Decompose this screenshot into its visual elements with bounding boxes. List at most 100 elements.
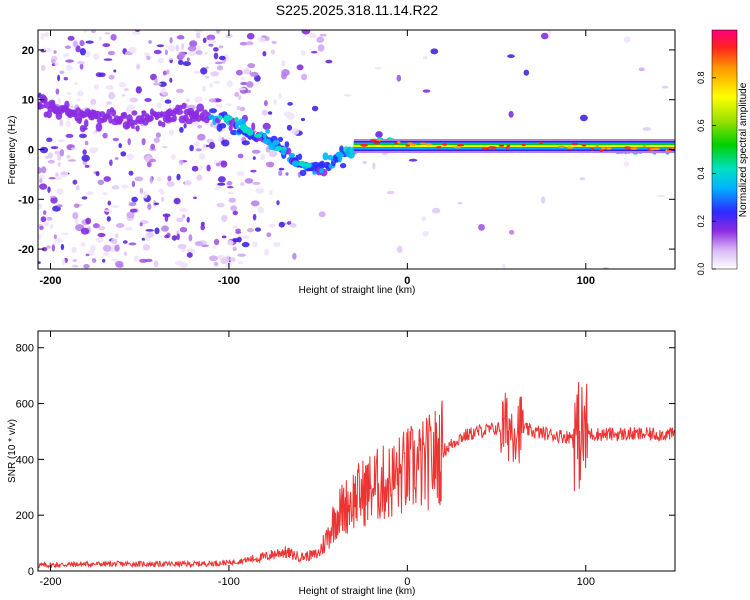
noise-blob (184, 179, 192, 186)
noise-blob (122, 240, 128, 244)
noise-blob (257, 206, 265, 214)
noise-blob (128, 46, 137, 54)
ridge-blob (157, 120, 163, 127)
noise-blob (106, 216, 111, 222)
noise-blob (216, 65, 224, 71)
hot-spot (410, 143, 417, 146)
noise-blob (268, 111, 273, 115)
noise-blob (638, 67, 645, 72)
noise-blob (661, 85, 669, 89)
noise-blob (301, 73, 308, 81)
noise-blob (237, 153, 244, 159)
noise-blob (252, 156, 256, 160)
noise-blob (55, 172, 60, 177)
noise-blob (57, 153, 62, 161)
noise-blob (189, 40, 198, 48)
noise-blob (213, 52, 219, 60)
noise-blob (126, 153, 134, 161)
ridge-blob (161, 121, 166, 128)
noise-blob (146, 161, 152, 168)
noise-blob (150, 143, 156, 150)
noise-blob (121, 94, 126, 97)
ridge-blob (135, 125, 140, 132)
snr-axes: -200 -100 0 100 0 200 400 600 800 (16, 331, 675, 588)
noise-blob (214, 187, 220, 191)
noise-blob (102, 252, 110, 256)
noise-blob (162, 70, 167, 76)
noise-blob (273, 98, 277, 105)
noise-blob (67, 159, 77, 162)
noise-blob (73, 203, 80, 209)
snr-plot (38, 381, 675, 569)
noise-blob (153, 82, 162, 86)
noise-blob (195, 30, 204, 34)
noise-blob (115, 233, 119, 238)
noise-blob (249, 71, 259, 77)
noise-blob (208, 141, 216, 150)
noise-blob (139, 187, 144, 194)
chart-title: S225.2025.318.11.14.R22 (276, 2, 439, 18)
noise-blob (45, 155, 50, 159)
noise-blob (221, 139, 230, 147)
noise-blob (162, 145, 168, 149)
noise-blob (250, 169, 257, 173)
noise-blob (144, 98, 152, 102)
noise-blob (319, 33, 327, 37)
noise-blob (95, 72, 103, 78)
noise-blob (161, 225, 169, 232)
noise-blob (541, 32, 549, 40)
noise-blob (79, 40, 85, 47)
noise-blob (245, 41, 254, 46)
noise-blob (185, 98, 190, 102)
noise-blob (216, 162, 220, 167)
noise-blob (187, 45, 197, 52)
hot-spot (498, 144, 505, 147)
noise-blob (40, 33, 45, 40)
noise-blob (278, 221, 285, 228)
noise-blob (541, 196, 546, 204)
hot-spot (623, 146, 632, 149)
ridge-highlight (241, 124, 248, 131)
noise-blob (81, 196, 88, 200)
noise-blob (79, 63, 84, 70)
hot-spot (630, 147, 638, 150)
noise-blob (102, 192, 108, 196)
noise-blob (128, 242, 137, 246)
noise-blob (108, 74, 115, 80)
noise-blob (316, 36, 325, 43)
x-tick-label: 0 (404, 576, 410, 588)
noise-blob (246, 228, 254, 233)
noise-blob (283, 111, 293, 117)
noise-blob (81, 154, 90, 162)
noise-blob (257, 37, 266, 43)
noise-blob (241, 241, 250, 248)
noise-blob (76, 185, 80, 191)
ridge-blob (209, 108, 217, 114)
noise-blob (107, 50, 115, 56)
ridge-highlight (262, 133, 267, 139)
noise-blob (195, 148, 202, 152)
noise-blob (167, 175, 172, 182)
noise-blob (232, 210, 238, 216)
noise-blob (197, 124, 203, 129)
hot-spot (590, 148, 595, 151)
noise-blob (265, 161, 275, 168)
ridge-blob (122, 111, 128, 119)
noise-blob (311, 105, 319, 112)
noise-blob (169, 77, 173, 83)
noise-blob (43, 221, 50, 227)
noise-blob (76, 98, 81, 102)
noise-blob (188, 234, 193, 242)
noise-blob (80, 241, 86, 247)
noise-blob (133, 255, 139, 262)
noise-blob (422, 56, 428, 60)
snr-frame (37, 330, 676, 572)
noise-blob (174, 260, 184, 266)
noise-blob (508, 229, 515, 235)
noise-blob (169, 57, 173, 61)
noise-blob (71, 246, 77, 253)
noise-blob (186, 57, 190, 62)
hot-spot (397, 141, 401, 144)
noise-blob (38, 233, 42, 240)
noise-blob (300, 49, 306, 56)
